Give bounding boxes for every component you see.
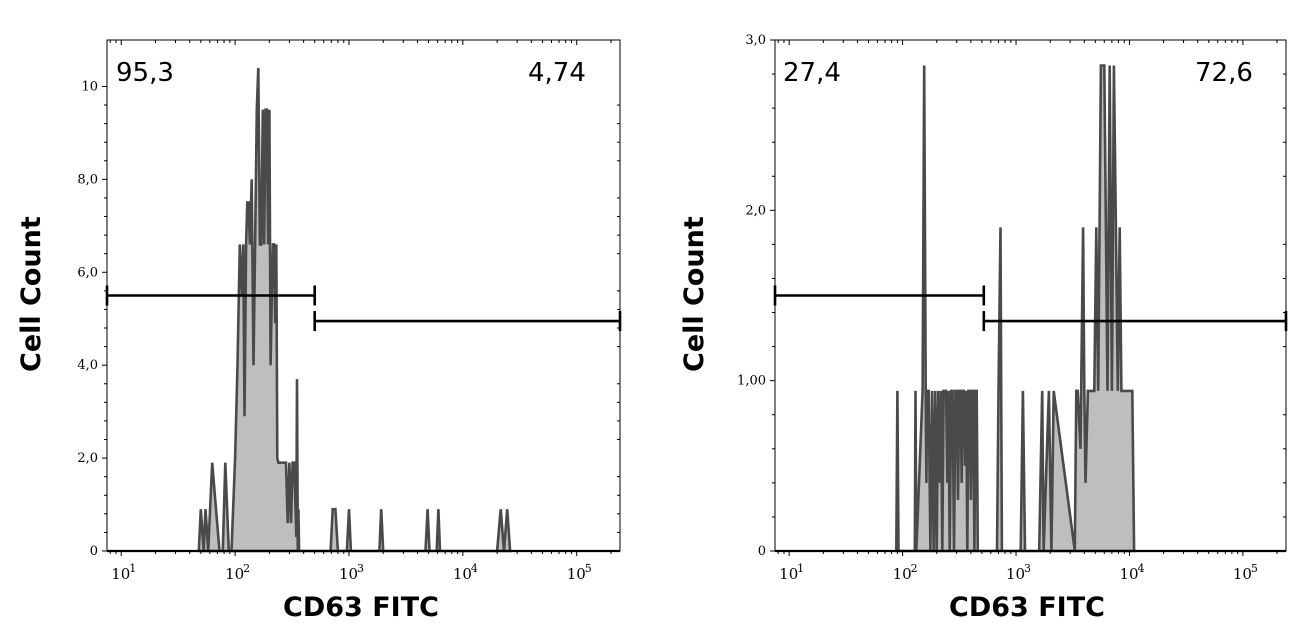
y-tick-label-right: 0 xyxy=(758,544,766,559)
x-tick-label-right: 10 xyxy=(1233,565,1252,583)
x-tick-label-left: 10 xyxy=(339,565,358,583)
gate-percent-right-negative: 27,4 xyxy=(783,58,841,88)
y-tick-label-right: 3,0 xyxy=(745,33,766,48)
y-tick-label-right: 2,0 xyxy=(745,203,766,218)
x-tick-exponent-left: 3 xyxy=(357,562,364,575)
gate-percent-left-negative: 95,3 xyxy=(116,58,174,88)
y-axis-label-right: Cell Count xyxy=(679,216,710,372)
y-tick-label-right: 1,00 xyxy=(737,374,766,389)
x-tick-label-right: 10 xyxy=(779,565,798,583)
y-axis-label-left: Cell Count xyxy=(16,216,47,372)
x-tick-exponent-right: 4 xyxy=(1137,562,1144,575)
histogram-panel-right: 10 1 10 2 10 3 10 4 10 5 0 1,00 2,0 3,0 Cell Count CD… xyxy=(660,0,1307,641)
x-tick-label-right: 10 xyxy=(893,565,912,583)
histogram-area-left xyxy=(197,67,512,553)
gate-percent-right-positive: 72,6 xyxy=(1195,58,1253,88)
histogram-area-right xyxy=(894,64,1137,553)
y-tick-label-left: 6,0 xyxy=(77,265,98,280)
x-tick-exponent-left: 2 xyxy=(243,562,250,575)
y-tick-label-left: 0 xyxy=(90,544,98,559)
x-tick-label-left: 10 xyxy=(225,565,244,583)
y-tick-label-left: 2,0 xyxy=(77,451,98,466)
x-tick-exponent-left: 5 xyxy=(585,562,592,575)
x-tick-exponent-right: 5 xyxy=(1251,562,1258,575)
x-axis-label-right: CD63 FITC xyxy=(949,592,1105,623)
x-tick-exponent-left: 4 xyxy=(471,562,478,575)
x-tick-label-left: 10 xyxy=(111,565,130,583)
x-tick-label-right: 10 xyxy=(1119,565,1138,583)
histogram-panel-left: 10 1 10 2 10 3 10 4 10 5 0 2,0 4,0 6,0 8,0 10 Cell Coun… xyxy=(0,0,650,641)
y-tick-label-left: 10 xyxy=(81,79,98,94)
y-tick-label-left: 8,0 xyxy=(77,172,98,187)
x-tick-label-left: 10 xyxy=(453,565,472,583)
x-axis-label-left: CD63 FITC xyxy=(283,592,439,623)
x-tick-exponent-right: 1 xyxy=(797,562,804,575)
x-tick-exponent-left: 1 xyxy=(129,562,136,575)
gate-percent-left-positive: 4,74 xyxy=(528,58,586,88)
x-tick-label-right: 10 xyxy=(1006,565,1025,583)
x-tick-exponent-right: 3 xyxy=(1024,562,1031,575)
x-tick-label-left: 10 xyxy=(567,565,586,583)
x-tick-exponent-right: 2 xyxy=(911,562,918,575)
y-tick-label-left: 4,0 xyxy=(77,358,98,373)
